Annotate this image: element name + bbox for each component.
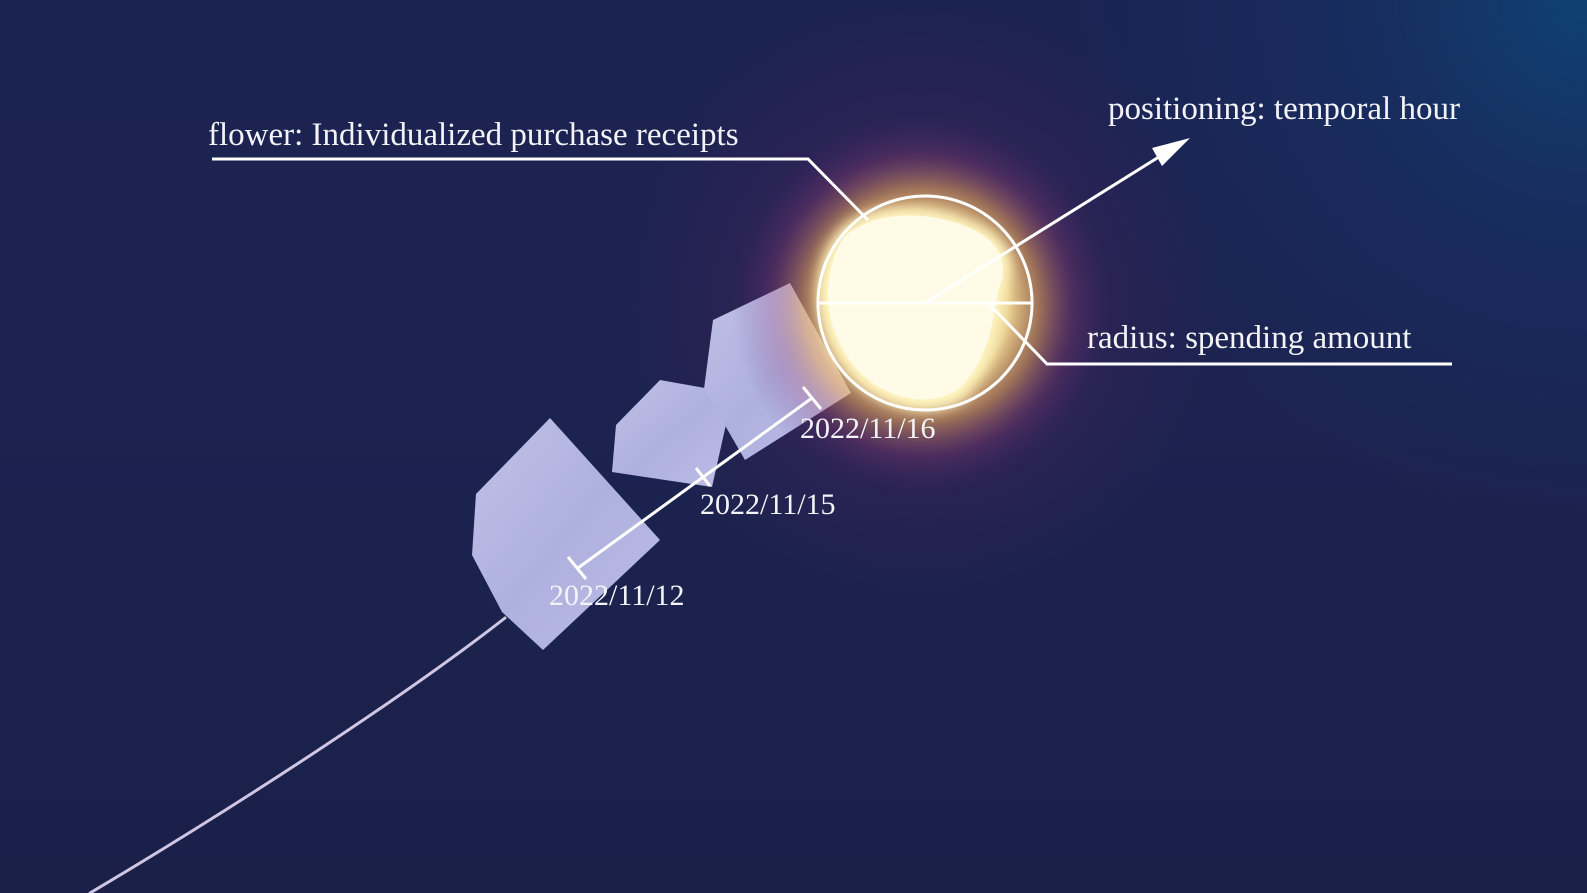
date-label-2022-11-12: 2022/11/12 [549,579,685,612]
positioning-annotation-label: positioning: temporal hour [1108,91,1460,127]
radius-leader-line [988,303,1452,366]
positioning-arrow-line [924,148,1171,305]
stem-line [88,616,507,893]
date-label-2022-11-15: 2022/11/15 [700,488,836,521]
petal-2022-11-12 [472,418,660,650]
petal-2022-11-15 [612,380,733,487]
blossom-core [827,215,1003,400]
flower-leader-line [212,157,870,222]
timeline-tick-mid [694,467,712,487]
timeline-tick-end [801,386,823,410]
flower-annotation-label: flower: Individualized purchase receipts [208,117,739,153]
radius-annotation-label: radius: spending amount [1087,320,1412,356]
positioning-arrowhead [1152,138,1190,166]
timeline-tick-start [566,556,588,580]
date-label-2022-11-16: 2022/11/16 [800,412,936,445]
timeline-line [577,396,813,570]
